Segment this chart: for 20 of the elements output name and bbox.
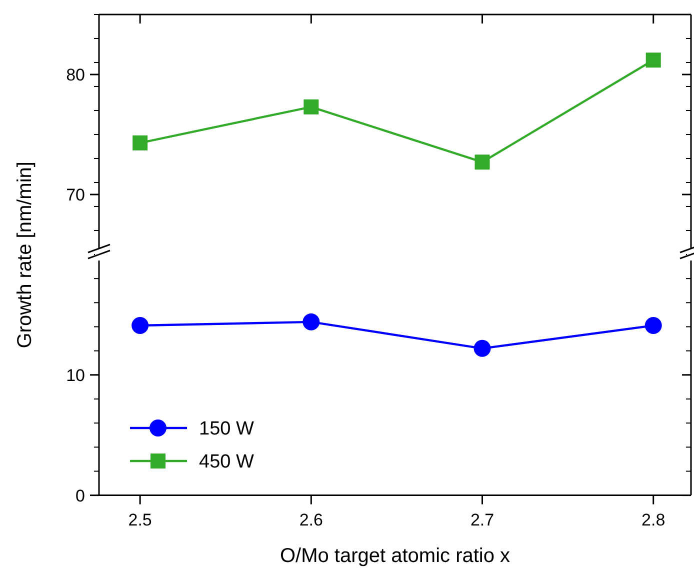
y-tick-label: 70 <box>66 185 85 204</box>
point <box>302 313 320 330</box>
x-axis-title: O/Mo target atomic ratio x <box>280 545 510 567</box>
x-tick-label: 2.8 <box>642 510 666 530</box>
x-tick-label: 2.6 <box>299 510 323 530</box>
legend-label: 450 W <box>199 452 254 473</box>
legend-label: 150 W <box>199 418 254 440</box>
point <box>646 52 661 68</box>
point <box>474 340 491 357</box>
point <box>474 154 490 170</box>
point <box>132 317 149 334</box>
point <box>304 99 319 114</box>
x-tick-label: 2.7 <box>470 510 494 530</box>
x-tick-label: 2.5 <box>128 510 152 530</box>
point <box>132 135 148 150</box>
y-axis-title: Growth rate [nm/min] <box>14 162 36 348</box>
point <box>644 317 662 334</box>
y-tick-label: 10 <box>66 366 85 385</box>
y-tick-label: 80 <box>66 65 85 84</box>
y-tick-label: 0 <box>76 486 85 506</box>
